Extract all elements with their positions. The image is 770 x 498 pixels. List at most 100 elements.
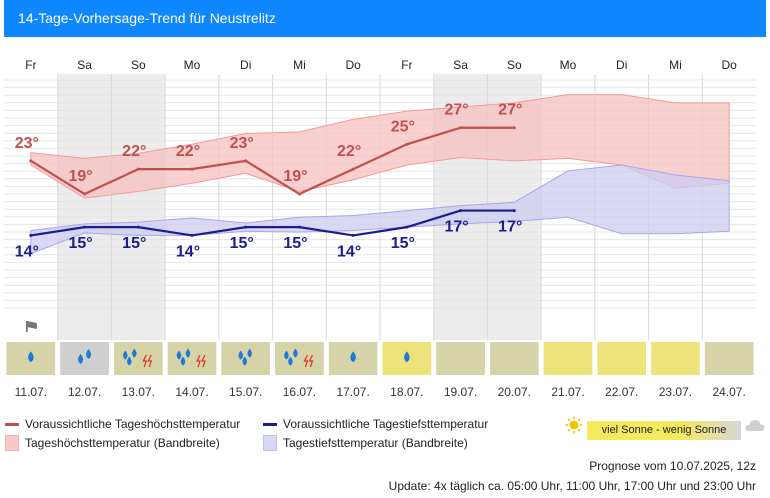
rain-drop-1 (350, 351, 356, 363)
legend-min-line: Voraussichtliche Tagestiefsttemperatur (263, 417, 488, 431)
max-temp-point-4 (190, 167, 194, 171)
legend-min-band-swatch (263, 435, 277, 451)
legend-min-band: Tagestiefsttemperatur (Bandbreite) (263, 435, 468, 451)
min-temp-label-9: 17° (444, 219, 468, 236)
min-temp-label-6: 15° (283, 235, 307, 252)
date-label-4: 14.07. (175, 385, 208, 399)
weather-tile-14 (704, 342, 754, 375)
rain-drop-1 (78, 354, 84, 364)
legend-max-line-label: Voraussichtliche Tageshöchsttemperatur (25, 417, 241, 431)
max-temp-point-2 (83, 192, 87, 196)
max-temp-point-5 (244, 159, 248, 163)
min-temp-point-6 (297, 225, 301, 229)
wind-icon (26, 321, 37, 332)
weekday-label-14: Do (721, 58, 737, 72)
min-temp-label-8: 15° (391, 235, 415, 252)
max-temp-point-6 (297, 192, 301, 196)
weather-icon-14 (704, 342, 754, 375)
min-temp-point-8 (405, 225, 409, 229)
weather-icon-4 (167, 342, 217, 375)
sun-scale-badge: viel Sonne - wenig Sonne (587, 421, 741, 440)
weather-icon-1 (6, 342, 56, 375)
date-label-13: 23.07. (659, 385, 692, 399)
weather-tile-12 (597, 342, 647, 375)
thunder-icon (142, 354, 153, 368)
legend-min-band-label: Tagestiefsttemperatur (Bandbreite) (283, 436, 468, 450)
rain-drop-1 (176, 350, 182, 360)
weekday-label-11: Mo (560, 58, 577, 72)
max-temp-label-4: 22° (176, 143, 200, 160)
max-temp-label-9: 27° (444, 102, 468, 119)
rain-drop-1 (284, 350, 289, 360)
date-label-14: 24.07. (712, 385, 745, 399)
min-temp-label-7: 14° (337, 243, 361, 260)
max-temp-label-2: 19° (68, 168, 92, 185)
weekday-label-9: Sa (453, 58, 468, 72)
rain-drop-3 (288, 356, 293, 366)
date-label-5: 15.07. (229, 385, 262, 399)
rain-drop-1 (404, 351, 410, 363)
weekday-label-6: Mi (293, 58, 306, 72)
forecast-chart: Fr Sa So Mo Di Mi Do Fr Sa So Mo Di Mi Do 23° 19° 22° 22°… (4, 58, 756, 399)
min-temp-label-4: 14° (176, 243, 200, 260)
rain-drop-2 (293, 348, 298, 358)
weather-icon-8 (382, 342, 432, 375)
max-temp-label-1: 23° (15, 135, 39, 152)
max-temp-label-7: 22° (337, 143, 361, 160)
weather-tile-13 (651, 342, 700, 375)
legend-max-band-label: Tageshöchsttemperatur (Bandbreite) (25, 436, 220, 450)
weather-icon-6 (275, 342, 324, 375)
weekday-label-1: Fr (25, 58, 36, 72)
date-label-3: 13.07. (122, 385, 155, 399)
page-title: 14-Tage-Vorhersage-Trend für Neustrelitz (4, 0, 766, 37)
rain-drop-3 (180, 356, 186, 366)
weekday-label-5: Di (240, 58, 251, 72)
weather-tile-11 (543, 342, 593, 375)
rain-drop-2 (86, 349, 92, 359)
weekday-label-8: Fr (401, 58, 412, 72)
max-temp-point-9 (459, 126, 463, 130)
min-temp-label-1: 14° (15, 243, 39, 260)
date-label-12: 22.07. (605, 385, 638, 399)
weekday-label-2: Sa (77, 58, 92, 72)
rain-drop-1 (123, 350, 128, 360)
weekday-label-10: So (507, 58, 522, 72)
min-temp-point-7 (351, 233, 355, 237)
weekday-label-13: Mi (669, 58, 682, 72)
date-label-2: 12.07. (68, 385, 101, 399)
min-temp-label-3: 15° (122, 235, 146, 252)
weather-tile-9 (436, 342, 485, 375)
date-label-11: 21.07. (551, 385, 584, 399)
weather-icon-13 (651, 342, 700, 375)
thunder-icon (196, 354, 206, 368)
thunder-icon (303, 354, 314, 368)
weather-icon-7 (328, 342, 378, 375)
max-temp-point-1 (29, 159, 33, 163)
date-label-7: 17.07. (336, 385, 369, 399)
update-info: Update: 4x täglich ca. 05:00 Uhr, 11:00 … (388, 479, 756, 493)
max-temp-point-10 (512, 126, 516, 130)
rain-drop-2 (132, 348, 137, 358)
weather-tile-10 (489, 342, 539, 375)
rain-drop-1 (28, 351, 34, 363)
max-temp-point-7 (351, 167, 355, 171)
min-temp-label-10: 17° (498, 219, 522, 236)
weather-icon-5 (221, 342, 271, 375)
min-temp-line (30, 209, 515, 237)
forecast-info: Prognose vom 10.07.2025, 12z (589, 459, 756, 473)
rain-drop-2 (185, 348, 191, 358)
max-temp-line (30, 126, 515, 196)
min-temp-point-10 (512, 209, 516, 213)
min-temp-point-2 (83, 225, 87, 229)
legend-max-band-swatch (5, 435, 19, 451)
min-temp-point-1 (29, 233, 33, 237)
cloud-icon (745, 420, 765, 431)
min-temp-point-4 (190, 233, 194, 237)
max-temp-label-3: 22° (122, 143, 146, 160)
date-label-6: 16.07. (283, 385, 316, 399)
max-temp-label-10: 27° (498, 102, 522, 119)
date-label-10: 20.07. (498, 385, 531, 399)
min-temp-point-3 (136, 225, 140, 229)
min-temp-point-9 (459, 209, 463, 213)
sun-icon (565, 416, 583, 434)
